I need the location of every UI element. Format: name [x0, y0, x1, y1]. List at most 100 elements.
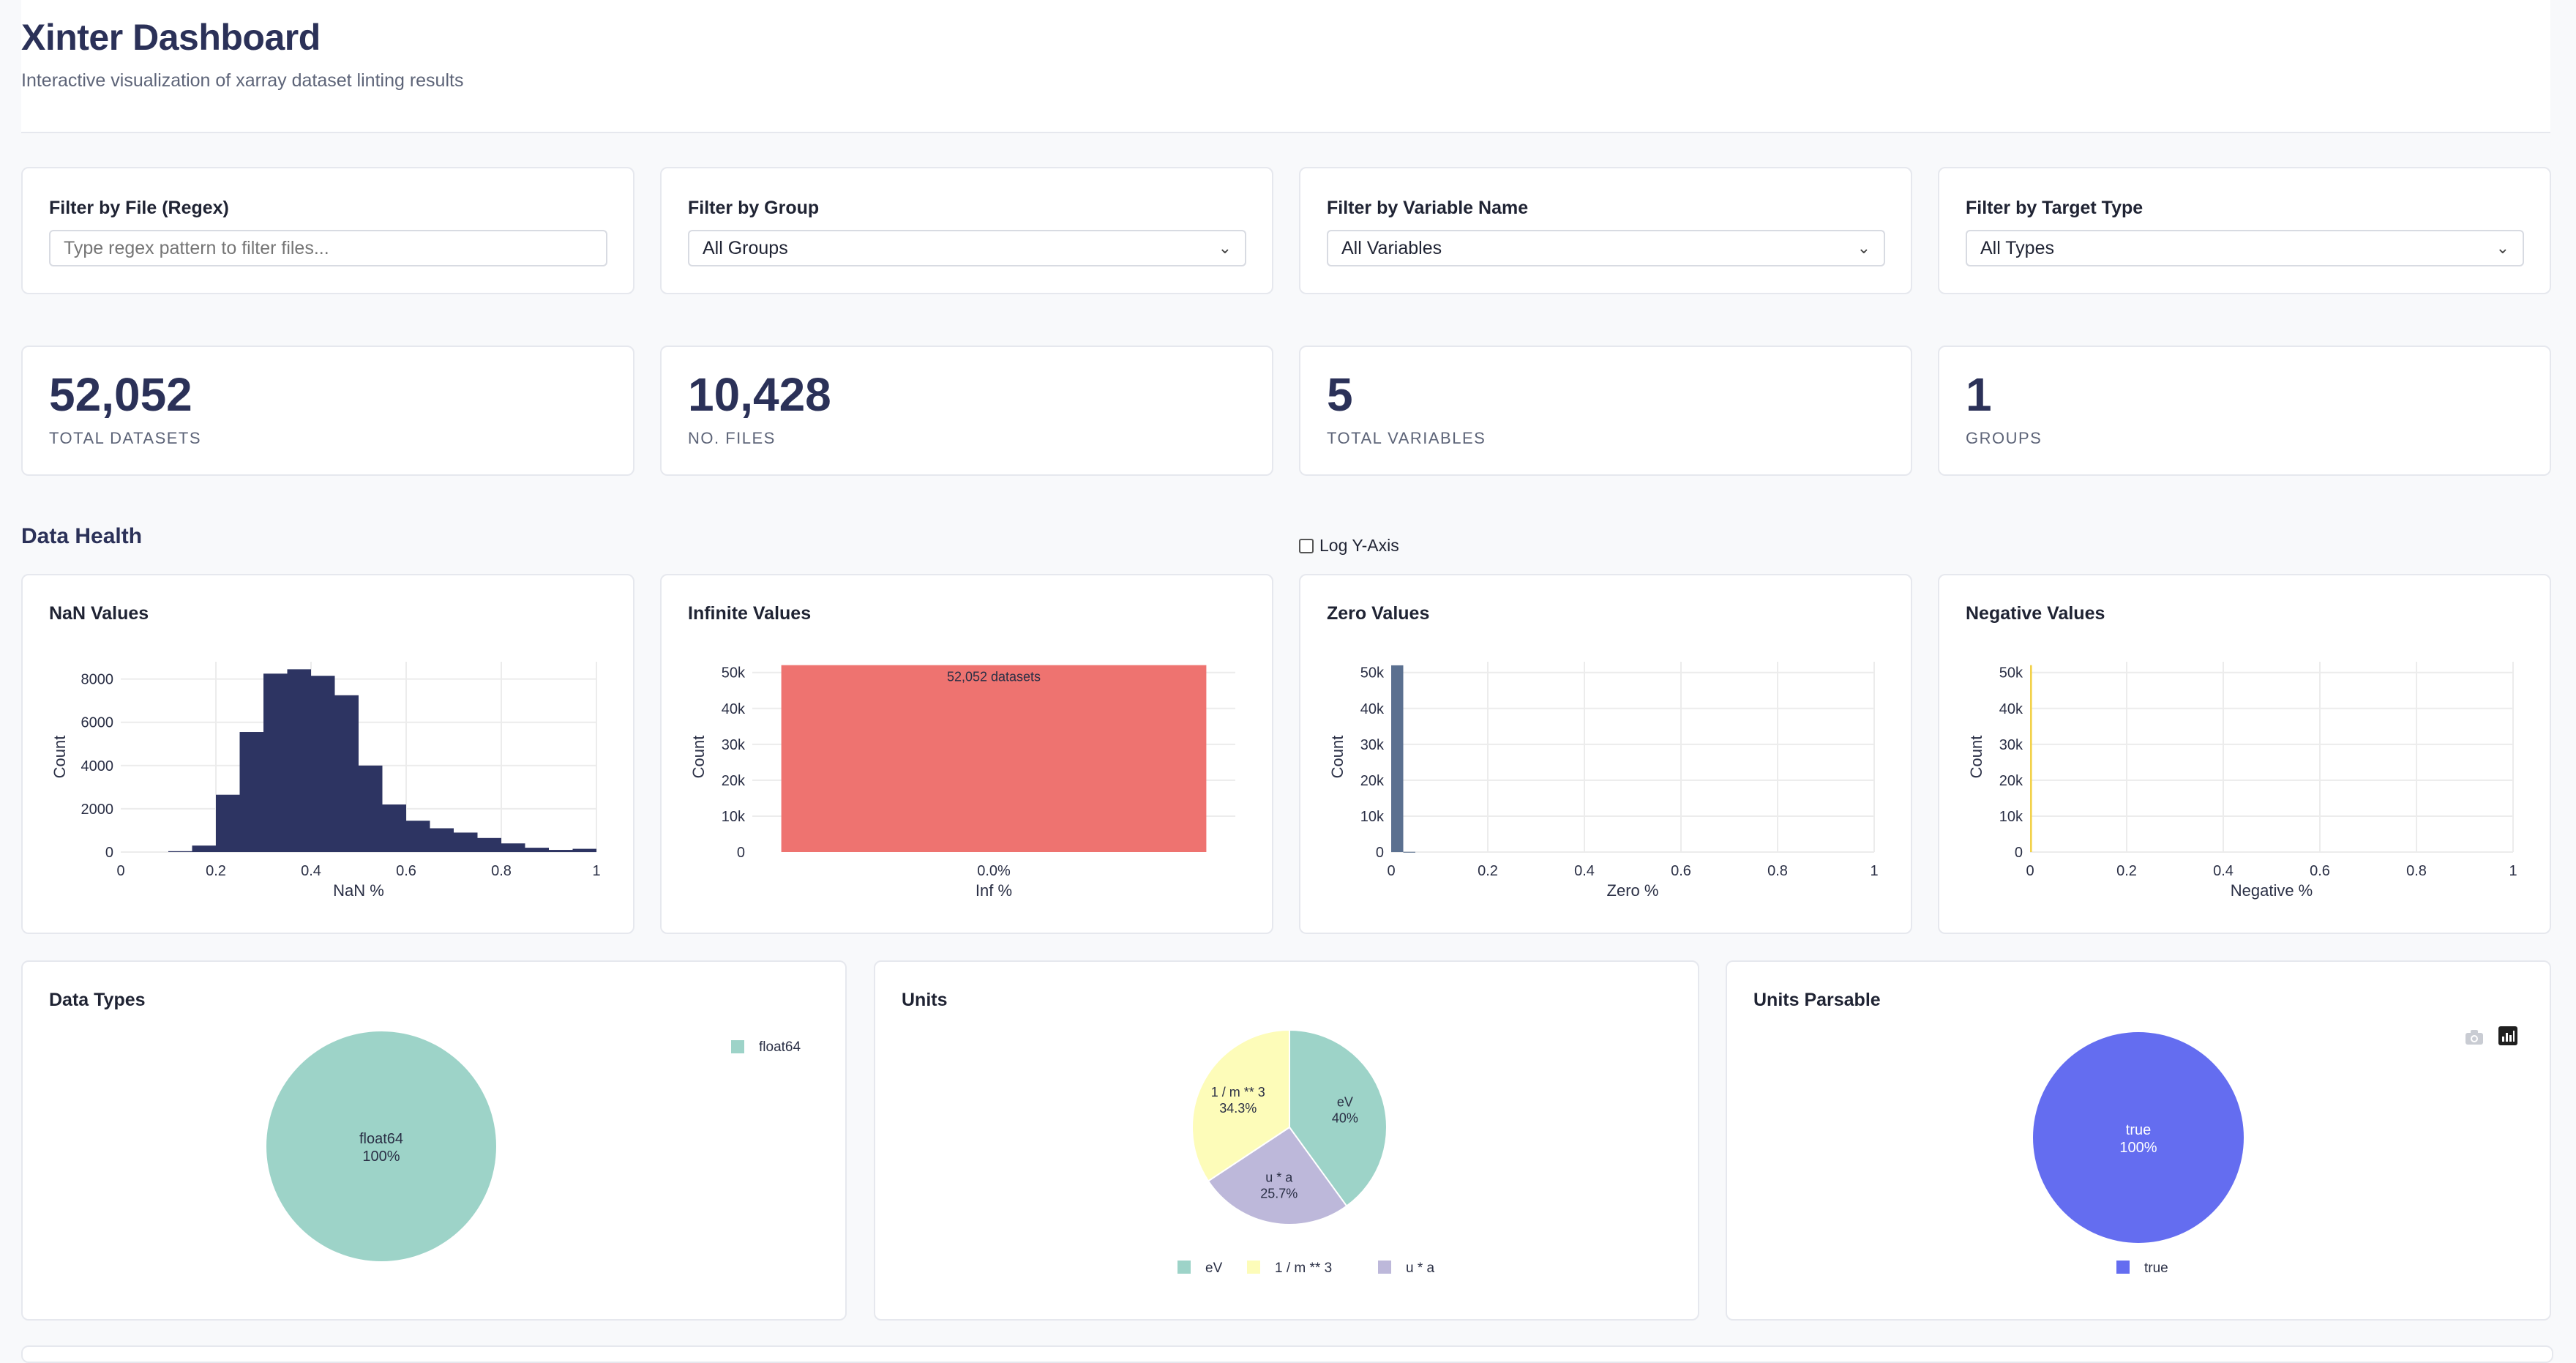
- x-axis-title: NaN %: [333, 881, 384, 900]
- slice-percent: 25.7%: [1260, 1187, 1298, 1201]
- x-axis-title: Inf %: [976, 881, 1012, 900]
- bar: [382, 804, 406, 852]
- dashboard-header: Xinter Dashboard Interactive visualizati…: [21, 0, 2550, 133]
- legend-label: true: [2144, 1261, 2168, 1276]
- legend-swatch: [1247, 1261, 1260, 1274]
- x-tick-label: 0.2: [1478, 863, 1498, 879]
- stat-value: 10,428: [688, 368, 831, 421]
- stat-value: 52,052: [49, 368, 192, 421]
- bar: [192, 845, 216, 852]
- camera-icon[interactable]: [2465, 1029, 2484, 1049]
- log-y-axis-toggle[interactable]: Log Y-Axis: [1299, 536, 1399, 556]
- x-tick-label: 0.8: [491, 863, 512, 879]
- filter-variable-select[interactable]: All Variables ⌄: [1327, 230, 1885, 266]
- pie-slice: [2033, 1032, 2244, 1243]
- pie-slice: [1191, 1028, 1290, 1182]
- x-tick-label: 0.4: [301, 863, 321, 879]
- x-tick-label: 1: [1870, 863, 1878, 879]
- y-tick-label: 10k: [1360, 809, 1385, 825]
- x-tick-label: 0.4: [2213, 863, 2234, 879]
- bar: [311, 676, 335, 852]
- bar: [359, 765, 383, 852]
- slice-label: eV: [1337, 1094, 1353, 1109]
- stat-label: TOTAL VARIABLES: [1327, 429, 1486, 447]
- chart-title: Units: [902, 990, 948, 1010]
- y-tick-label: 4000: [81, 758, 114, 774]
- stat-card-total-datasets: 52,052 TOTAL DATASETS: [21, 346, 634, 476]
- slice-percent: 100%: [362, 1149, 400, 1165]
- bar: [168, 851, 192, 852]
- legend-swatch: [1177, 1261, 1191, 1274]
- next-section-card: [21, 1345, 2553, 1363]
- x-tick-label: 0.2: [206, 863, 226, 879]
- stat-value: 5: [1327, 368, 1353, 421]
- plotly-logo-icon[interactable]: [2498, 1026, 2517, 1049]
- log-y-axis-checkbox[interactable]: [1299, 539, 1314, 553]
- stat-label: GROUPS: [1966, 429, 2043, 447]
- filter-file-input[interactable]: [49, 230, 607, 266]
- bar: [454, 832, 478, 852]
- filter-group-card: Filter by Group All Groups ⌄: [660, 167, 1273, 294]
- bar: [2030, 665, 2032, 852]
- chevron-down-icon: ⌄: [1218, 239, 1232, 257]
- filter-target-value: All Types: [1980, 238, 2054, 258]
- y-axis-title: Count: [689, 736, 708, 779]
- stat-label: TOTAL DATASETS: [49, 429, 202, 447]
- bar: [406, 821, 430, 852]
- x-axis-title: Negative %: [2231, 881, 2313, 900]
- chart-card-inf: Infinite Values 0 10k 20k 30k 40k 50k 52,052 d…: [660, 574, 1273, 934]
- chart-zero-values: 0 10k 20k 30k 40k 50k 0 0.2 0.4 0.6 0.8 1 Zero % Coun…: [1328, 662, 1879, 900]
- y-tick-label: 50k: [1999, 665, 2023, 682]
- x-tick-label: 0: [1387, 863, 1395, 879]
- y-tick-label: 30k: [1360, 737, 1385, 753]
- bar: [263, 673, 288, 852]
- y-tick-label: 6000: [81, 715, 114, 731]
- filter-variable-card: Filter by Variable Name All Variables ⌄: [1299, 167, 1912, 294]
- legend-label: eV: [1205, 1261, 1223, 1276]
- legend-swatch: [731, 1040, 744, 1053]
- chart-units-parsable: true 100% true: [2033, 1032, 2244, 1276]
- filter-target-label: Filter by Target Type: [1966, 198, 2143, 218]
- section-title-data-health: Data Health: [21, 524, 143, 548]
- slice-label: true: [2126, 1122, 2151, 1138]
- filter-target-select[interactable]: All Types ⌄: [1966, 230, 2524, 266]
- chart-data-types: float64 100% float64: [266, 1031, 801, 1261]
- slice-label: u * a: [1265, 1170, 1293, 1185]
- x-tick-label: 0.8: [2406, 863, 2427, 879]
- x-tick-label: 0: [116, 863, 124, 879]
- y-tick-label: 30k: [1999, 737, 2023, 753]
- y-tick-label: 0: [105, 845, 113, 861]
- bar: [525, 848, 549, 852]
- chart-title: Units Parsable: [1753, 990, 1881, 1010]
- y-tick-label: 10k: [722, 809, 746, 825]
- bar: [572, 848, 596, 852]
- stat-card-no-files: 10,428 NO. FILES: [660, 346, 1273, 476]
- y-tick-label: 0: [1376, 845, 1384, 861]
- slice-percent: 34.3%: [1219, 1101, 1257, 1116]
- y-tick-label: 40k: [1360, 701, 1385, 717]
- x-tick-label: 0: [2026, 863, 2034, 879]
- legend-label: float64: [759, 1039, 801, 1055]
- y-tick-label: 50k: [1360, 665, 1385, 682]
- x-tick-label: 0.4: [1574, 863, 1595, 879]
- y-axis-title: Count: [1967, 736, 1985, 779]
- filter-group-label: Filter by Group: [688, 198, 820, 218]
- legend-label: u * a: [1406, 1261, 1435, 1276]
- filter-group-select[interactable]: All Groups ⌄: [688, 230, 1246, 266]
- y-tick-label: 0: [737, 845, 745, 861]
- slice-percent: 100%: [2119, 1140, 2157, 1156]
- x-tick-label: 0.6: [396, 863, 416, 879]
- stat-card-groups: 1 GROUPS: [1938, 346, 2551, 476]
- bar: [1391, 665, 1404, 852]
- bar: [287, 669, 311, 852]
- chart-card-zero: Zero Values 0 10k 20k 30k 40k 50k 0 0.2 0.4 0.6 0.…: [1299, 574, 1912, 934]
- legend-swatch: [1378, 1261, 1391, 1274]
- filter-group-value: All Groups: [703, 238, 788, 258]
- legend-label: 1 / m ** 3: [1275, 1261, 1332, 1276]
- y-tick-label: 20k: [1999, 773, 2023, 789]
- x-axis-title: Zero %: [1607, 881, 1659, 900]
- y-tick-label: 50k: [722, 665, 746, 682]
- y-tick-label: 8000: [81, 672, 114, 688]
- y-tick-label: 40k: [722, 701, 746, 717]
